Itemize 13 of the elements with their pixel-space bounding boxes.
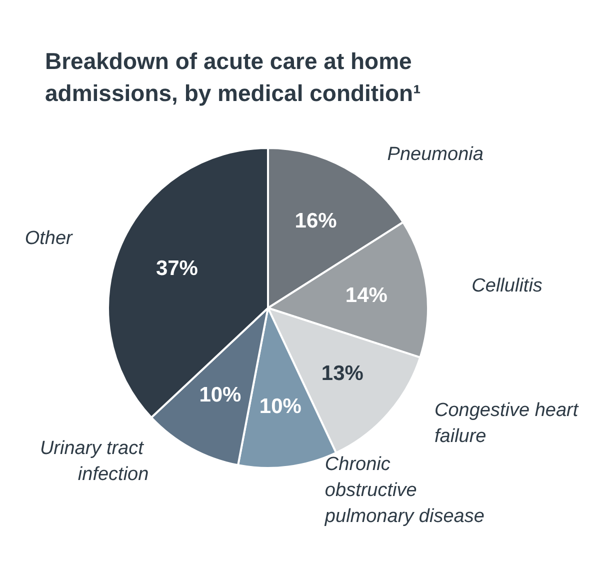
slice-label: Other (24, 228, 74, 249)
slice-label: Congestive heart failure (434, 400, 584, 448)
data-label: 16% (294, 210, 338, 233)
data-label: 10% (259, 394, 302, 418)
chart-title: Breakdown of acute care at home admissions, by medical condition¹ (45, 48, 421, 106)
data-label: 14% (345, 284, 388, 308)
slice-label: Pneumonia (387, 144, 484, 166)
data-label: 10% (199, 383, 242, 406)
slice-label: Cellulitis (472, 276, 543, 297)
slice-label: Urinary tract infection (40, 438, 149, 485)
data-label: 13% (321, 362, 364, 386)
data-label: 37% (156, 257, 198, 280)
slice-label: Chronic obstructive pulmonary disease (324, 454, 484, 528)
